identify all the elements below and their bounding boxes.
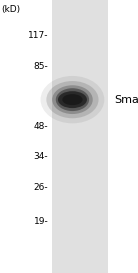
Text: Smad4: Smad4 [115, 95, 138, 105]
Ellipse shape [52, 85, 93, 114]
Ellipse shape [56, 88, 89, 111]
Text: 26-: 26- [34, 183, 48, 191]
Bar [52, 0, 108, 273]
Ellipse shape [46, 81, 99, 118]
Text: 19-: 19- [34, 217, 48, 225]
Text: 117-: 117- [28, 31, 48, 40]
Text: 85-: 85- [34, 63, 48, 71]
Text: 34-: 34- [34, 153, 48, 161]
Ellipse shape [58, 91, 87, 108]
Ellipse shape [41, 76, 104, 123]
Ellipse shape [62, 94, 83, 105]
Text: (kD): (kD) [1, 5, 21, 14]
Text: 48-: 48- [34, 123, 48, 131]
